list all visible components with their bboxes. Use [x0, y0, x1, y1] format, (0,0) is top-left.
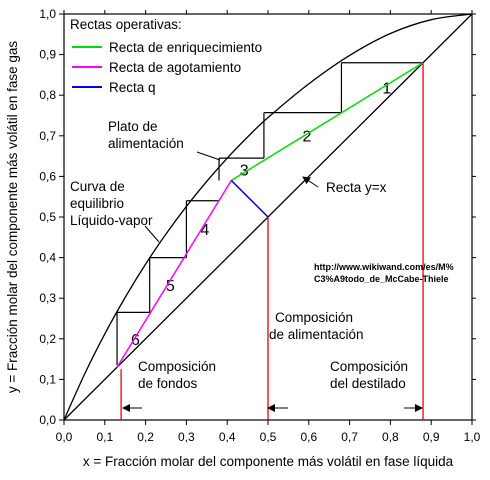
- y-tick-labels: 0,0 0,1 0,2 0,3 0,4 0,5 0,6 0,7 0,8 0,9 1,0: [39, 7, 56, 427]
- bottoms-annotation: Composición de fondos: [122, 359, 216, 412]
- diagonal-annotation: Recta y=x: [302, 176, 387, 195]
- legend-label-stripping: Recta de agotamiento: [109, 60, 241, 75]
- y-tick-label: 0,6: [39, 169, 56, 183]
- bottoms-label-line2: de fondos: [138, 376, 198, 391]
- x-tick-label: 0,6: [300, 430, 317, 444]
- y-tick-label: 0,3: [39, 291, 56, 305]
- stage-number: 6: [131, 332, 140, 349]
- x-tick-label: 0,5: [260, 430, 277, 444]
- y-tick-label: 0,9: [39, 48, 56, 62]
- url-line2: C3%A9todo_de_McCabe-Thiele: [314, 274, 449, 284]
- legend-title: Rectas operativas:: [70, 17, 182, 32]
- stage-number: 3: [240, 162, 249, 179]
- q-line: [230, 179, 269, 218]
- stage-number: 5: [166, 278, 175, 295]
- distillate-annotation: Composición del destilado: [330, 359, 423, 412]
- y-tick-label: 1,0: [39, 7, 56, 21]
- curve-label-line1: Curva de: [70, 179, 125, 194]
- distillate-label-line2: del destilado: [330, 376, 406, 391]
- feed-plate-annotation: Plato de alimentación: [108, 119, 221, 161]
- x-tick-label: 0,4: [219, 430, 236, 444]
- x-tick-label: 0,7: [341, 430, 358, 444]
- feed-label-line2: de alimentación: [269, 327, 364, 342]
- stage-number: 2: [303, 128, 312, 145]
- x-tick-label: 0,0: [56, 430, 73, 444]
- x-tick-label: 0,1: [96, 430, 113, 444]
- curve-label-line3: Líquido-vapor: [70, 213, 153, 228]
- stage-number: 1: [382, 81, 391, 98]
- y-tick-label: 0,2: [39, 332, 56, 346]
- x-tick-label: 0,3: [178, 430, 195, 444]
- x-tick-label: 1,0: [464, 430, 481, 444]
- y-tick-label: 0,1: [39, 372, 56, 386]
- legend: Rectas operativas: Recta de enriquecimie…: [70, 17, 262, 95]
- x-axis-label: x = Fracción molar del componente más vo…: [83, 454, 454, 469]
- stages: 1 2 3 4 5 6: [116, 62, 424, 366]
- feed-label-line1: Composición: [275, 310, 353, 325]
- x-tick-label: 0,9: [423, 430, 440, 444]
- curve-pointer: [144, 225, 160, 243]
- source-url: http://www.wikiwand.com/es/M% C3%A9todo_…: [314, 262, 454, 284]
- legend-label-enriching: Recta de enriquecimiento: [109, 40, 262, 55]
- diagonal-arrow: [302, 176, 319, 188]
- stage-number: 4: [200, 222, 209, 239]
- url-line1: http://www.wikiwand.com/es/M%: [314, 262, 454, 272]
- bottoms-label-line1: Composición: [138, 359, 216, 374]
- x-tick-label: 0,2: [137, 430, 154, 444]
- tick-marks: [59, 10, 476, 425]
- diagonal-label: Recta y=x: [326, 180, 387, 195]
- feed-annotation: Composición de alimentación: [267, 310, 364, 412]
- feed-plate-pointer: [196, 151, 221, 161]
- curve-label-line2: equilibrio: [70, 196, 124, 211]
- stripping-line: [116, 180, 232, 368]
- y-tick-label: 0,4: [39, 251, 56, 265]
- x-tick-label: 0,8: [382, 430, 399, 444]
- legend-label-q: Recta q: [109, 80, 156, 95]
- feed-plate-line1: Plato de: [108, 119, 158, 134]
- y-tick-label: 0,8: [39, 88, 56, 102]
- equilibrium-annotation: Curva de equilibrio Líquido-vapor: [70, 179, 160, 243]
- y-tick-label: 0,7: [39, 129, 56, 143]
- y-tick-label: 0,0: [39, 413, 56, 427]
- feed-plate-line2: alimentación: [108, 136, 184, 151]
- equilibrium-curve: [63, 13, 473, 421]
- y-axis-label: y = Fracción molar del componente más vo…: [5, 41, 20, 394]
- x-tick-labels: 0,0 0,1 0,2 0,3 0,4 0,5 0,6 0,7 0,8 0,9 1,0: [56, 430, 481, 444]
- composition-lines: [120, 62, 424, 420]
- y-tick-label: 0,5: [39, 210, 56, 224]
- distillate-label-line1: Composición: [330, 359, 408, 374]
- enriching-line: [230, 62, 424, 182]
